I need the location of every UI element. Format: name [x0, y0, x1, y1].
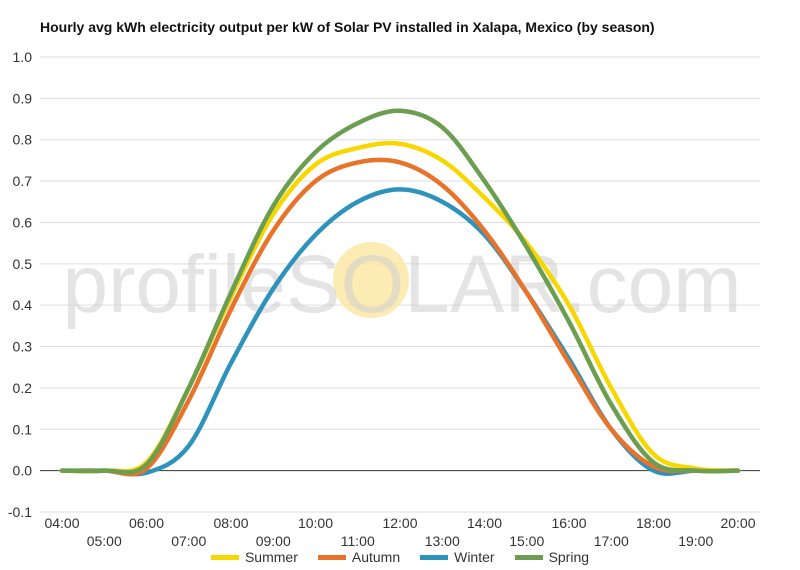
legend-swatch	[514, 554, 543, 560]
y-tick-label: 0.0	[13, 463, 33, 479]
y-tick-label: -0.1	[8, 504, 32, 520]
x-tick-label: 20:00	[720, 515, 755, 531]
y-tick-label: 0.1	[13, 421, 33, 437]
x-tick-label: 08:00	[213, 515, 248, 531]
series-line-spring	[59, 108, 741, 475]
y-tick-label: 0.7	[13, 173, 33, 189]
x-tick-label: 16:00	[551, 515, 586, 531]
x-tick-label: 15:00	[509, 533, 544, 549]
x-tick-label: 09:00	[256, 533, 291, 549]
x-tick-label: 14:00	[467, 515, 502, 531]
legend-item-spring[interactable]: Spring	[514, 549, 590, 565]
watermark: profileSOLAR.com	[62, 239, 741, 330]
chart-title: Hourly avg kWh electricity output per kW…	[40, 19, 655, 35]
legend-label: Winter	[454, 549, 495, 565]
legend-swatch	[420, 554, 449, 560]
x-tick-label: 05:00	[87, 533, 122, 549]
legend: Summer Autumn Winter Spring	[0, 549, 800, 565]
x-tick-label: 11:00	[341, 533, 375, 549]
y-tick-label: 0.3	[13, 339, 33, 355]
watermark-text: profileSOLAR.com	[62, 239, 741, 330]
y-tick-label: 0.5	[13, 256, 33, 272]
y-tick-label: 0.6	[13, 214, 33, 230]
legend-label: Summer	[244, 549, 298, 565]
axes: 1.0 0.9 0.8 0.7 0.6 0.5 0.4 0.3 0.2 0.1 0.0 -0.1 04:…	[8, 49, 756, 549]
y-tick-label: 0.2	[13, 380, 33, 396]
x-tick-label: 04:00	[44, 515, 79, 531]
x-tick-label: 07:00	[171, 533, 206, 549]
y-tick-label: 0.4	[13, 297, 33, 313]
legend-label: Autumn	[351, 549, 401, 565]
y-tick-label: 1.0	[13, 49, 33, 65]
x-tick-label: 06:00	[129, 515, 164, 531]
legend-swatch	[317, 554, 346, 560]
gridlines	[40, 56, 760, 513]
x-tick-label: 18:00	[636, 515, 671, 531]
x-tick-label: 17:00	[594, 533, 629, 549]
legend-item-summer[interactable]: Summer	[210, 549, 298, 565]
series-lines	[59, 108, 741, 477]
x-tick-label: 19:00	[678, 533, 713, 549]
watermark-sun-icon	[333, 242, 409, 318]
series-line-autumn	[59, 157, 741, 477]
x-tick-label: 13:00	[425, 533, 460, 549]
x-tick-label: 10:00	[298, 515, 333, 531]
legend-label: Spring	[548, 549, 590, 565]
legend-swatch	[210, 554, 239, 560]
y-tick-label: 0.9	[13, 90, 33, 106]
legend-item-autumn[interactable]: Autumn	[317, 549, 401, 565]
x-tick-label: 12:00	[382, 515, 417, 531]
y-tick-label: 0.8	[13, 132, 33, 148]
legend-item-winter[interactable]: Winter	[420, 549, 495, 565]
